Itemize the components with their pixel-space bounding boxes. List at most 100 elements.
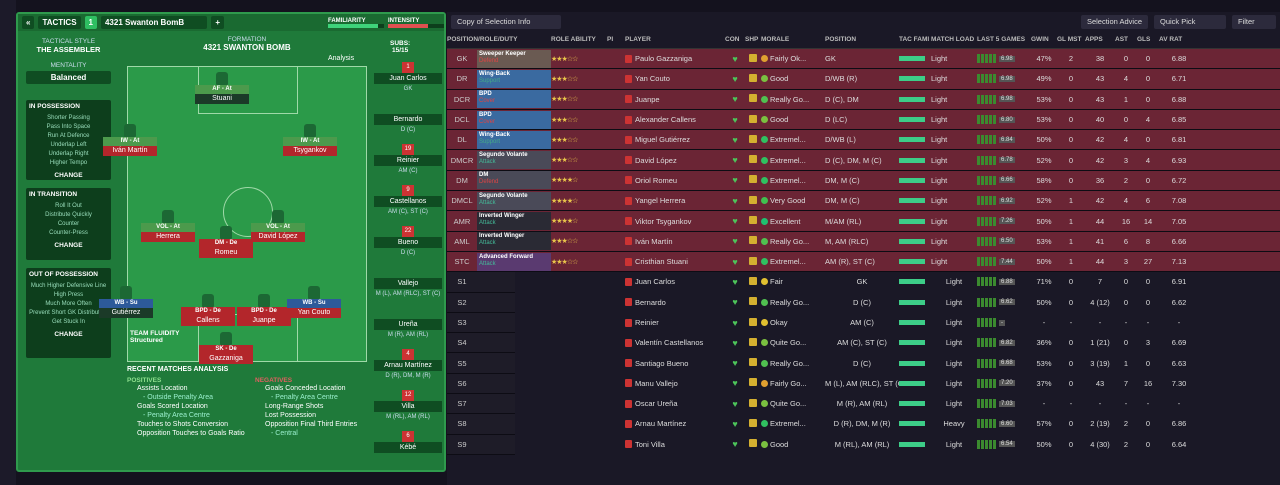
- column-header[interactable]: PI: [607, 36, 614, 43]
- analysis-button[interactable]: Analysis: [328, 55, 355, 62]
- column-header[interactable]: MORALE: [761, 36, 790, 43]
- table-row[interactable]: GK Sweeper Keeper Defend ★★★☆☆ Paulo Gazzani…: [447, 49, 1280, 70]
- player-cell[interactable]: Oscar Ureña: [625, 399, 725, 408]
- sub-player[interactable]: Kébé 6: [374, 431, 442, 469]
- pitch-player[interactable]: DM - De Romeu: [199, 226, 253, 260]
- table-row[interactable]: S6 Manu Vallejo ♥ Fairly Go... M (L), AM (RL…: [447, 373, 1186, 395]
- table-row[interactable]: DR Wing-Back Support ★★★☆☆ Yan Couto ♥ Good D/W…: [447, 69, 1280, 90]
- role-duty[interactable]: Inverted Winger Attack: [477, 212, 551, 231]
- player-cell[interactable]: Yan Couto: [625, 74, 725, 83]
- ip-change-button[interactable]: CHANGE: [54, 172, 83, 179]
- player-cell[interactable]: Manu Vallejo: [625, 379, 725, 388]
- player-cell[interactable]: Toni Villa: [625, 440, 725, 449]
- column-header[interactable]: CON: [725, 36, 740, 43]
- player-cell[interactable]: Oriol Romeu: [625, 176, 725, 185]
- pitch-player[interactable]: IW - At Iván Martín: [103, 124, 157, 158]
- column-header[interactable]: AV RAT: [1159, 36, 1183, 43]
- column-header[interactable]: POSITION/ROLE/DUTY: [447, 36, 518, 43]
- column-header[interactable]: PLAYER: [625, 36, 651, 43]
- role-duty[interactable]: [477, 354, 551, 372]
- player-cell[interactable]: Reinier: [625, 318, 725, 327]
- pitch-player[interactable]: VOL - At Herrera: [141, 210, 195, 244]
- sub-player[interactable]: Ureña M (R), AM (RL): [374, 308, 442, 346]
- table-row[interactable]: DCL BPD Cover ★★★☆☆ Alexander Callens ♥ Good D …: [447, 109, 1280, 131]
- table-row[interactable]: DCR BPD Cover ★★★☆☆ Juanpe ♥ Really Go... D (C)…: [447, 89, 1280, 110]
- column-header[interactable]: POSITION: [825, 36, 857, 43]
- player-cell[interactable]: Arnau Martínez: [625, 419, 725, 428]
- role-duty[interactable]: [477, 435, 551, 453]
- role-duty[interactable]: [477, 395, 551, 413]
- player-cell[interactable]: Bernardo: [625, 298, 725, 307]
- tactical-style-name[interactable]: THE ASSEMBLER: [36, 45, 101, 54]
- player-cell[interactable]: Paulo Gazzaniga: [625, 54, 725, 63]
- formation-name[interactable]: 4321 SWANTON BOMB: [203, 43, 291, 52]
- role-duty[interactable]: BPD Cover: [477, 110, 551, 129]
- table-row[interactable]: DL Wing-Back Support ★★★☆☆ Miguel Gutiérrez ♥…: [447, 130, 1280, 151]
- table-row[interactable]: DM DM Defend ★★★★☆ Oriol Romeu ♥ Extremel... DM…: [447, 170, 1280, 192]
- table-row[interactable]: DMCL Segundo Volante Attack ★★★★☆ Yangel Her…: [447, 191, 1280, 212]
- player-cell[interactable]: Viktor Tsygankov: [625, 217, 725, 226]
- table-row[interactable]: STC Advanced Forward Attack ★★★☆☆ Cristhian …: [447, 251, 1280, 273]
- column-header[interactable]: SHP: [745, 36, 759, 43]
- view-dropdown[interactable]: Copy of Selection Info: [451, 14, 561, 29]
- role-duty[interactable]: [477, 334, 551, 352]
- column-header[interactable]: ROLE ABILITY: [551, 36, 596, 43]
- pitch-player[interactable]: AF - At Stuani: [195, 72, 249, 106]
- pitch-player[interactable]: BPD - De Callens: [181, 294, 235, 328]
- table-row[interactable]: S4 Valentín Castellanos ♥ Quite Go... AM (C)…: [447, 333, 1186, 354]
- player-cell[interactable]: Santiago Bueno: [625, 359, 725, 368]
- column-header[interactable]: TAC FAMI: [899, 36, 930, 43]
- role-duty[interactable]: BPD Cover: [477, 90, 551, 109]
- table-row[interactable]: S1 Juan Carlos ♥ Fair GK Light 6.88 71% 0 7 0 0 6.91: [447, 272, 1186, 293]
- player-cell[interactable]: Iván Martín: [625, 237, 725, 246]
- role-duty[interactable]: [477, 293, 551, 311]
- sub-player[interactable]: Bernardo D (C): [374, 103, 442, 141]
- sub-player[interactable]: Vallejo M (L), AM (RLC), ST (C): [374, 267, 442, 305]
- role-duty[interactable]: [477, 314, 551, 332]
- table-row[interactable]: DMCR Segundo Volante Attack ★★★☆☆ David Lópe…: [447, 150, 1280, 171]
- role-duty[interactable]: Wing-Back Support: [477, 69, 551, 88]
- sub-player[interactable]: Arnau Martínez D (R), DM, M (R) 4: [374, 349, 442, 387]
- role-duty[interactable]: Segundo Volante Attack: [477, 191, 551, 210]
- sub-player[interactable]: Castellanos AM (C), ST (C) 9: [374, 185, 442, 223]
- role-duty[interactable]: Wing-Back Support: [477, 130, 551, 149]
- it-change-button[interactable]: CHANGE: [54, 242, 83, 249]
- column-header[interactable]: APPS: [1085, 36, 1103, 43]
- column-header[interactable]: GWIN: [1031, 36, 1049, 43]
- column-header[interactable]: GL MST: [1057, 36, 1082, 43]
- role-duty[interactable]: [477, 273, 551, 291]
- add-tactic-button[interactable]: +: [211, 16, 224, 29]
- table-row[interactable]: S9 Toni Villa ♥ Good M (RL), AM (RL) Light 6.5…: [447, 434, 1186, 455]
- sub-player[interactable]: Juan Carlos GK 1: [374, 62, 442, 100]
- table-row[interactable]: S3 Reinier ♥ Okay AM (C) Light - - - - - - -: [447, 312, 1180, 334]
- pitch-player[interactable]: WB - Su Gutiérrez: [99, 286, 153, 320]
- table-row[interactable]: S8 Arnau Martínez ♥ Extremel... D (R), DM, M…: [447, 414, 1186, 435]
- sub-player[interactable]: Villa M (RL), AM (RL) 12: [374, 390, 442, 428]
- tactic-name-dropdown[interactable]: 4321 Swanton BomB: [100, 16, 208, 29]
- player-cell[interactable]: Valentín Castellanos: [625, 338, 725, 347]
- table-row[interactable]: AMR Inverted Winger Attack ★★★★☆ Viktor Tsyg…: [447, 211, 1280, 232]
- player-cell[interactable]: Juanpe: [625, 95, 725, 104]
- sub-player[interactable]: Reinier AM (C) 19: [374, 144, 442, 182]
- player-cell[interactable]: Yangel Herrera: [625, 196, 725, 205]
- table-row[interactable]: AML Inverted Winger Attack ★★★☆☆ Iván Martín…: [447, 231, 1280, 252]
- role-duty[interactable]: Inverted Winger Attack: [477, 232, 551, 251]
- player-cell[interactable]: Cristhian Stuani: [625, 257, 725, 266]
- role-duty[interactable]: [477, 374, 551, 392]
- role-duty[interactable]: Sweeper Keeper Defend: [477, 49, 551, 68]
- table-row[interactable]: S7 Oscar Ureña ♥ Quite Go... M (R), AM (RL) L…: [447, 394, 1180, 415]
- mentality-dropdown[interactable]: Balanced: [26, 71, 111, 84]
- player-cell[interactable]: Miguel Gutiérrez: [625, 135, 725, 144]
- oop-change-button[interactable]: CHANGE: [54, 331, 83, 338]
- pitch-player[interactable]: BPD - De Juanpe: [237, 294, 291, 328]
- player-cell[interactable]: Juan Carlos: [625, 277, 725, 286]
- recent-analysis-title[interactable]: RECENT MATCHES ANALYSIS: [127, 366, 229, 373]
- role-duty[interactable]: [477, 415, 551, 433]
- column-header[interactable]: GLS: [1137, 36, 1151, 43]
- role-duty[interactable]: DM Defend: [477, 171, 551, 190]
- back-button[interactable]: «: [22, 16, 35, 29]
- column-header[interactable]: LAST 5 GAMES: [977, 36, 1026, 43]
- pitch-player[interactable]: IW - At Tsygankov: [283, 124, 337, 158]
- column-header[interactable]: MATCH LOAD: [931, 36, 975, 43]
- quick-pick-button[interactable]: Quick Pick: [1154, 14, 1226, 29]
